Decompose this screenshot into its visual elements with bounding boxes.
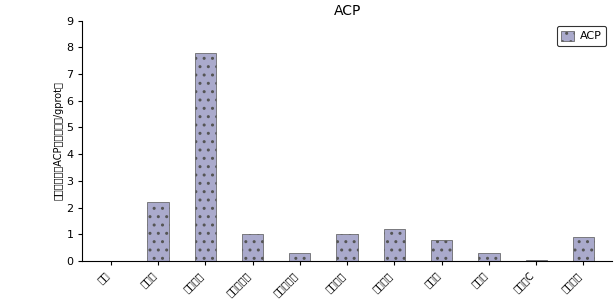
- Title: ACP: ACP: [333, 4, 361, 18]
- Bar: [336, 234, 358, 261]
- Bar: [384, 229, 405, 261]
- Bar: [431, 239, 452, 261]
- Bar: [289, 253, 310, 261]
- Bar: [525, 260, 547, 261]
- Bar: [242, 234, 263, 261]
- Legend: ACP: ACP: [557, 26, 606, 46]
- Bar: [147, 202, 169, 261]
- Bar: [195, 53, 216, 261]
- Y-axis label: 酸性磷酸酶（ACP，金氏单位/gprot）: 酸性磷酸酶（ACP，金氏单位/gprot）: [54, 82, 63, 200]
- Bar: [478, 253, 500, 261]
- Bar: [573, 237, 594, 261]
